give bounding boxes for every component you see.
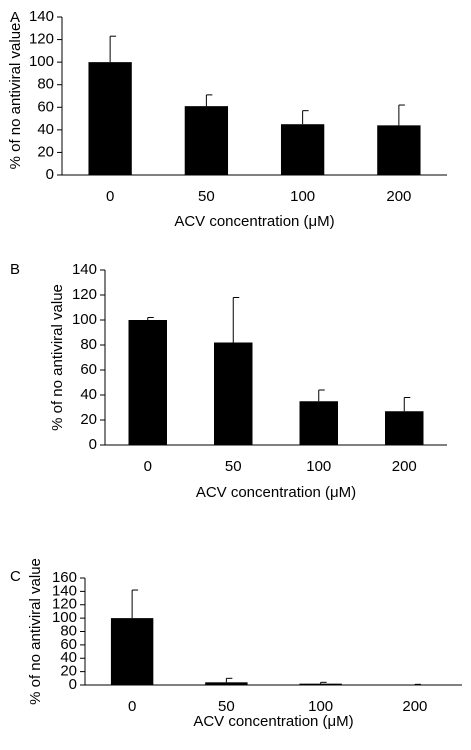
y-tick-label: 0 xyxy=(69,676,77,693)
x-tick-label: 100 xyxy=(308,698,333,715)
y-tick-label: 140 xyxy=(72,261,97,278)
x-tick-label: 0 xyxy=(106,188,114,205)
y-tick-label: 60 xyxy=(80,361,97,378)
y-tick-label: 60 xyxy=(60,636,77,653)
y-tick-label: 120 xyxy=(72,286,97,303)
bar xyxy=(110,618,154,685)
bar xyxy=(88,62,132,176)
y-tick-label: 120 xyxy=(52,596,77,613)
y-tick-label: 40 xyxy=(80,386,97,403)
y-tick-label: 100 xyxy=(29,53,54,70)
panel-label: B xyxy=(10,261,20,278)
y-tick-label: 40 xyxy=(37,121,54,138)
x-tick-label: 0 xyxy=(128,698,136,715)
y-tick-label: 20 xyxy=(80,411,97,428)
y-tick-label: 140 xyxy=(29,8,54,25)
bar xyxy=(280,124,325,175)
y-axis-label: % of no antiviral value xyxy=(49,284,66,431)
panel-label: A xyxy=(10,9,20,26)
y-tick-label: 40 xyxy=(60,649,77,666)
x-tick-label: 50 xyxy=(198,188,215,205)
y-tick-label: 80 xyxy=(37,76,54,93)
y-tick-label: 80 xyxy=(60,622,77,639)
bar xyxy=(205,682,248,685)
x-tick-label: 200 xyxy=(402,698,427,715)
x-tick-label: 100 xyxy=(290,188,315,205)
panel-label: C xyxy=(10,568,21,585)
bar xyxy=(299,401,338,445)
x-tick-label: 100 xyxy=(306,458,331,475)
y-tick-label: 0 xyxy=(46,166,54,183)
x-tick-label: 50 xyxy=(225,458,242,475)
bar xyxy=(214,342,253,445)
y-tick-label: 20 xyxy=(60,663,77,680)
y-tick-label: 100 xyxy=(52,609,77,626)
y-tick-label: 60 xyxy=(37,98,54,115)
x-axis-label: ACV concentration (μM) xyxy=(193,713,353,730)
y-tick-label: 0 xyxy=(89,436,97,453)
x-tick-label: 200 xyxy=(386,188,411,205)
y-tick-label: 20 xyxy=(37,143,54,160)
y-tick-label: 140 xyxy=(52,582,77,599)
bar xyxy=(385,411,424,445)
bar xyxy=(299,683,342,685)
x-axis-label: ACV concentration (μM) xyxy=(196,484,356,501)
y-tick-label: 120 xyxy=(29,31,54,48)
y-axis-label: % of no antiviral value xyxy=(7,23,24,170)
y-tick-label: 80 xyxy=(80,336,97,353)
x-tick-label: 0 xyxy=(144,458,152,475)
x-tick-label: 50 xyxy=(218,698,235,715)
x-axis-label: ACV concentration (μM) xyxy=(174,213,334,230)
y-tick-label: 100 xyxy=(72,311,97,328)
bar xyxy=(128,320,167,445)
y-axis-label: % of no antiviral value xyxy=(27,558,44,705)
y-tick-label: 160 xyxy=(52,569,77,586)
bar xyxy=(184,106,229,175)
x-tick-label: 200 xyxy=(392,458,417,475)
bar xyxy=(377,125,421,175)
